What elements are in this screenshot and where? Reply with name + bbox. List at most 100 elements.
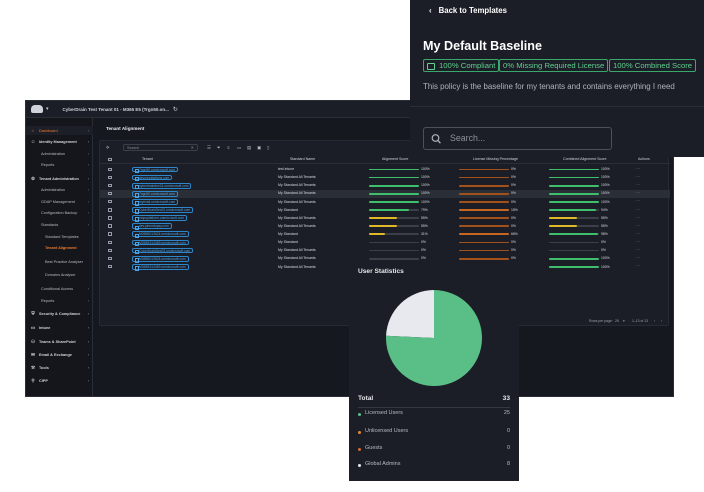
tenant-chip[interactable]: M365B314369.onmicrosoft.com <box>132 239 189 247</box>
table-row[interactable]: devcrepidations.com My Standard All Tenan… <box>100 174 670 182</box>
row-checkbox[interactable] <box>108 199 112 204</box>
print-icon[interactable]: ▣ <box>257 145 262 150</box>
table-row[interactable]: 7ngn50.onmicrosoft.com test intune 100% 0% 1… <box>100 166 670 174</box>
rows-per-page-select[interactable]: 25 <box>615 319 619 323</box>
row-checkbox[interactable] <box>108 224 112 228</box>
search-input[interactable]: Search ✕ <box>123 144 198 151</box>
row-actions-icon[interactable]: ··· <box>636 174 640 180</box>
sidebar-item[interactable]: Administration › <box>26 185 93 194</box>
row-actions-icon[interactable]: ··· <box>636 198 640 204</box>
tenant-chip[interactable]: M365B013624.onmicrosoft.com <box>132 255 189 263</box>
table-row[interactable]: M365B013624.onmicrosoft.com My Standard A… <box>100 255 670 263</box>
sidebar-item[interactable]: ✉ Email & Exchange › <box>26 350 93 359</box>
pie-slice-licensed-users[interactable] <box>386 290 482 386</box>
tenant-chip[interactable]: elopuplatform.onmicrosoft.com <box>132 215 188 222</box>
baseline-search-input[interactable]: Search... <box>423 127 612 150</box>
sidebar-item-label: CIPP <box>39 378 48 383</box>
row-actions-icon[interactable]: ··· <box>636 247 640 253</box>
sidebar-item[interactable]: Tenant Alignment <box>26 243 93 252</box>
tenant-chip[interactable]: CyberDrainDev02.onmicrosoft.com <box>132 207 194 214</box>
tenant-chip[interactable]: myexial.onmicrosoft.com <box>132 198 179 206</box>
tenant-chip[interactable]: 7ngn50.onmicrosoft.com <box>132 190 179 198</box>
export-icon[interactable]: ▭ <box>237 145 242 150</box>
table-row[interactable]: M365B314369.onmicrosoft.com My Standard 0%… <box>100 239 670 247</box>
clear-search-icon[interactable]: ✕ <box>190 145 194 150</box>
density-icon[interactable]: ≡ <box>227 145 230 150</box>
row-actions-icon[interactable]: ··· <box>636 190 640 196</box>
sidebar-item[interactable]: GDAP Management › <box>26 197 93 206</box>
sidebar-item[interactable]: ⚙ Tenant Administration › <box>26 174 93 183</box>
row-actions-icon[interactable]: ··· <box>636 206 640 212</box>
row-checkbox[interactable] <box>108 167 112 171</box>
tenant-chip[interactable]: 7ngn50.onmicrosoft.com <box>132 166 179 173</box>
rows-per-page-caret-icon[interactable]: ▾ <box>623 319 625 323</box>
row-checkbox[interactable] <box>108 240 112 245</box>
next-page-icon[interactable]: › <box>661 319 663 323</box>
sidebar-item[interactable]: Conditional Access › <box>26 284 93 293</box>
row-checkbox[interactable] <box>108 264 112 269</box>
row-actions-icon[interactable]: ··· <box>636 214 640 220</box>
table-row[interactable]: CyberDrainDev03.onmicrosoft.com My Standa… <box>100 247 670 255</box>
table-row[interactable]: dev.pinnedopsy.com My Standard All Tenant… <box>100 222 670 230</box>
row-checkbox[interactable] <box>108 208 112 212</box>
sidebar-item[interactable]: ☺ Identity Management › <box>26 137 93 146</box>
tenant-chip[interactable]: devcrepidations.com <box>132 174 173 182</box>
row-checkbox[interactable] <box>108 216 112 220</box>
table-row[interactable]: myexial.onmicrosoft.com My Standard All T… <box>100 198 670 206</box>
refresh-icon[interactable]: ↻ <box>172 106 178 113</box>
col-license-missing[interactable]: License Missing Percentage <box>473 157 518 161</box>
filter-icon[interactable]: ⏷ <box>217 145 221 150</box>
tenant-chip[interactable]: M365B314369.onmicrosoft.com <box>132 263 189 271</box>
row-actions-icon[interactable]: ··· <box>636 239 640 245</box>
row-checkbox[interactable] <box>108 256 112 261</box>
sidebar-item[interactable]: ⛨ Security & Compliance › <box>26 309 93 318</box>
col-standard-name[interactable]: Standard Name <box>290 157 316 161</box>
tenant-selector[interactable]: CyberDrain Test Tenant 01 - M365 E5 (Trg… <box>62 106 169 112</box>
sidebar-item[interactable]: Standard Templates <box>26 232 93 241</box>
row-actions-icon[interactable]: ··· <box>636 255 640 261</box>
col-tenant[interactable]: Tenant <box>142 157 153 161</box>
tenant-chip[interactable]: cyberdraindev01.onmicrosoft.com <box>132 182 192 190</box>
columns-icon[interactable]: ☰ <box>207 145 212 150</box>
sidebar-item[interactable]: Best Practice Analyser <box>26 257 93 266</box>
tenant-chip[interactable]: M365B013624.onmicrosoft.com <box>132 231 189 238</box>
sidebar-item[interactable]: Reports › <box>26 160 93 169</box>
sidebar-item[interactable]: ⚲ CIPP › <box>26 376 93 385</box>
tenant-chip[interactable]: CyberDrainDev03.onmicrosoft.com <box>132 247 194 255</box>
prev-page-icon[interactable]: ‹ <box>654 319 656 323</box>
sidebar-item[interactable]: Administration › <box>26 149 93 158</box>
col-alignment-score[interactable]: Alignment Score <box>382 157 409 161</box>
row-checkbox[interactable] <box>108 191 112 196</box>
row-checkbox[interactable] <box>108 232 112 236</box>
row-checkbox[interactable] <box>108 248 112 253</box>
row-actions-icon[interactable]: ··· <box>636 166 640 171</box>
select-all-checkbox[interactable] <box>108 157 112 161</box>
row-checkbox[interactable] <box>108 175 112 180</box>
col-combined-score[interactable]: Combined Alignment Score <box>563 157 607 161</box>
row-checkbox[interactable] <box>108 183 112 188</box>
sidebar-item[interactable]: ⚇ Teams & SharePoint › <box>26 337 93 346</box>
row-actions-icon[interactable]: ··· <box>636 222 640 228</box>
row-actions-icon[interactable]: ··· <box>636 263 640 269</box>
sidebar-item[interactable]: Domains Analyser <box>26 270 93 279</box>
sidebar-item[interactable]: ⌂ Dashboard › <box>26 126 93 135</box>
menu-caret-icon[interactable]: ▾ <box>46 106 49 112</box>
pie-slice-global-admins[interactable] <box>386 290 434 338</box>
csv-icon[interactable]: ▤ <box>247 145 252 150</box>
row-actions-icon[interactable]: ··· <box>636 230 640 236</box>
row-actions-icon[interactable]: ··· <box>636 182 640 188</box>
table-row[interactable]: 7ngn50.onmicrosoft.com My Standard All Te… <box>100 189 670 198</box>
expand-icon[interactable]: ⟡ <box>106 145 110 151</box>
sidebar-item[interactable]: Reports › <box>26 296 93 305</box>
mobile-view-icon[interactable]: ▯ <box>267 145 270 150</box>
tenant-chip[interactable]: dev.pinnedopsy.com <box>132 223 172 230</box>
sidebar-item[interactable]: ▭ Intune › <box>26 323 93 332</box>
table-row[interactable]: elopuplatform.onmicrosoft.com My Standard… <box>100 214 670 222</box>
sidebar-item[interactable]: Standards › <box>26 220 93 229</box>
table-row[interactable]: CyberDrainDev02.onmicrosoft.com My Standa… <box>100 206 670 214</box>
table-row[interactable]: M365B013624.onmicrosoft.com My Standard 31… <box>100 230 670 238</box>
sidebar-item[interactable]: Configuration Backup › <box>26 208 93 217</box>
table-row[interactable]: cyberdraindev01.onmicrosoft.com My Standa… <box>100 182 670 190</box>
sidebar-item[interactable]: ⚒ Tools › <box>26 363 93 372</box>
back-to-templates-link[interactable]: ‹ Back to Templates <box>429 6 507 15</box>
